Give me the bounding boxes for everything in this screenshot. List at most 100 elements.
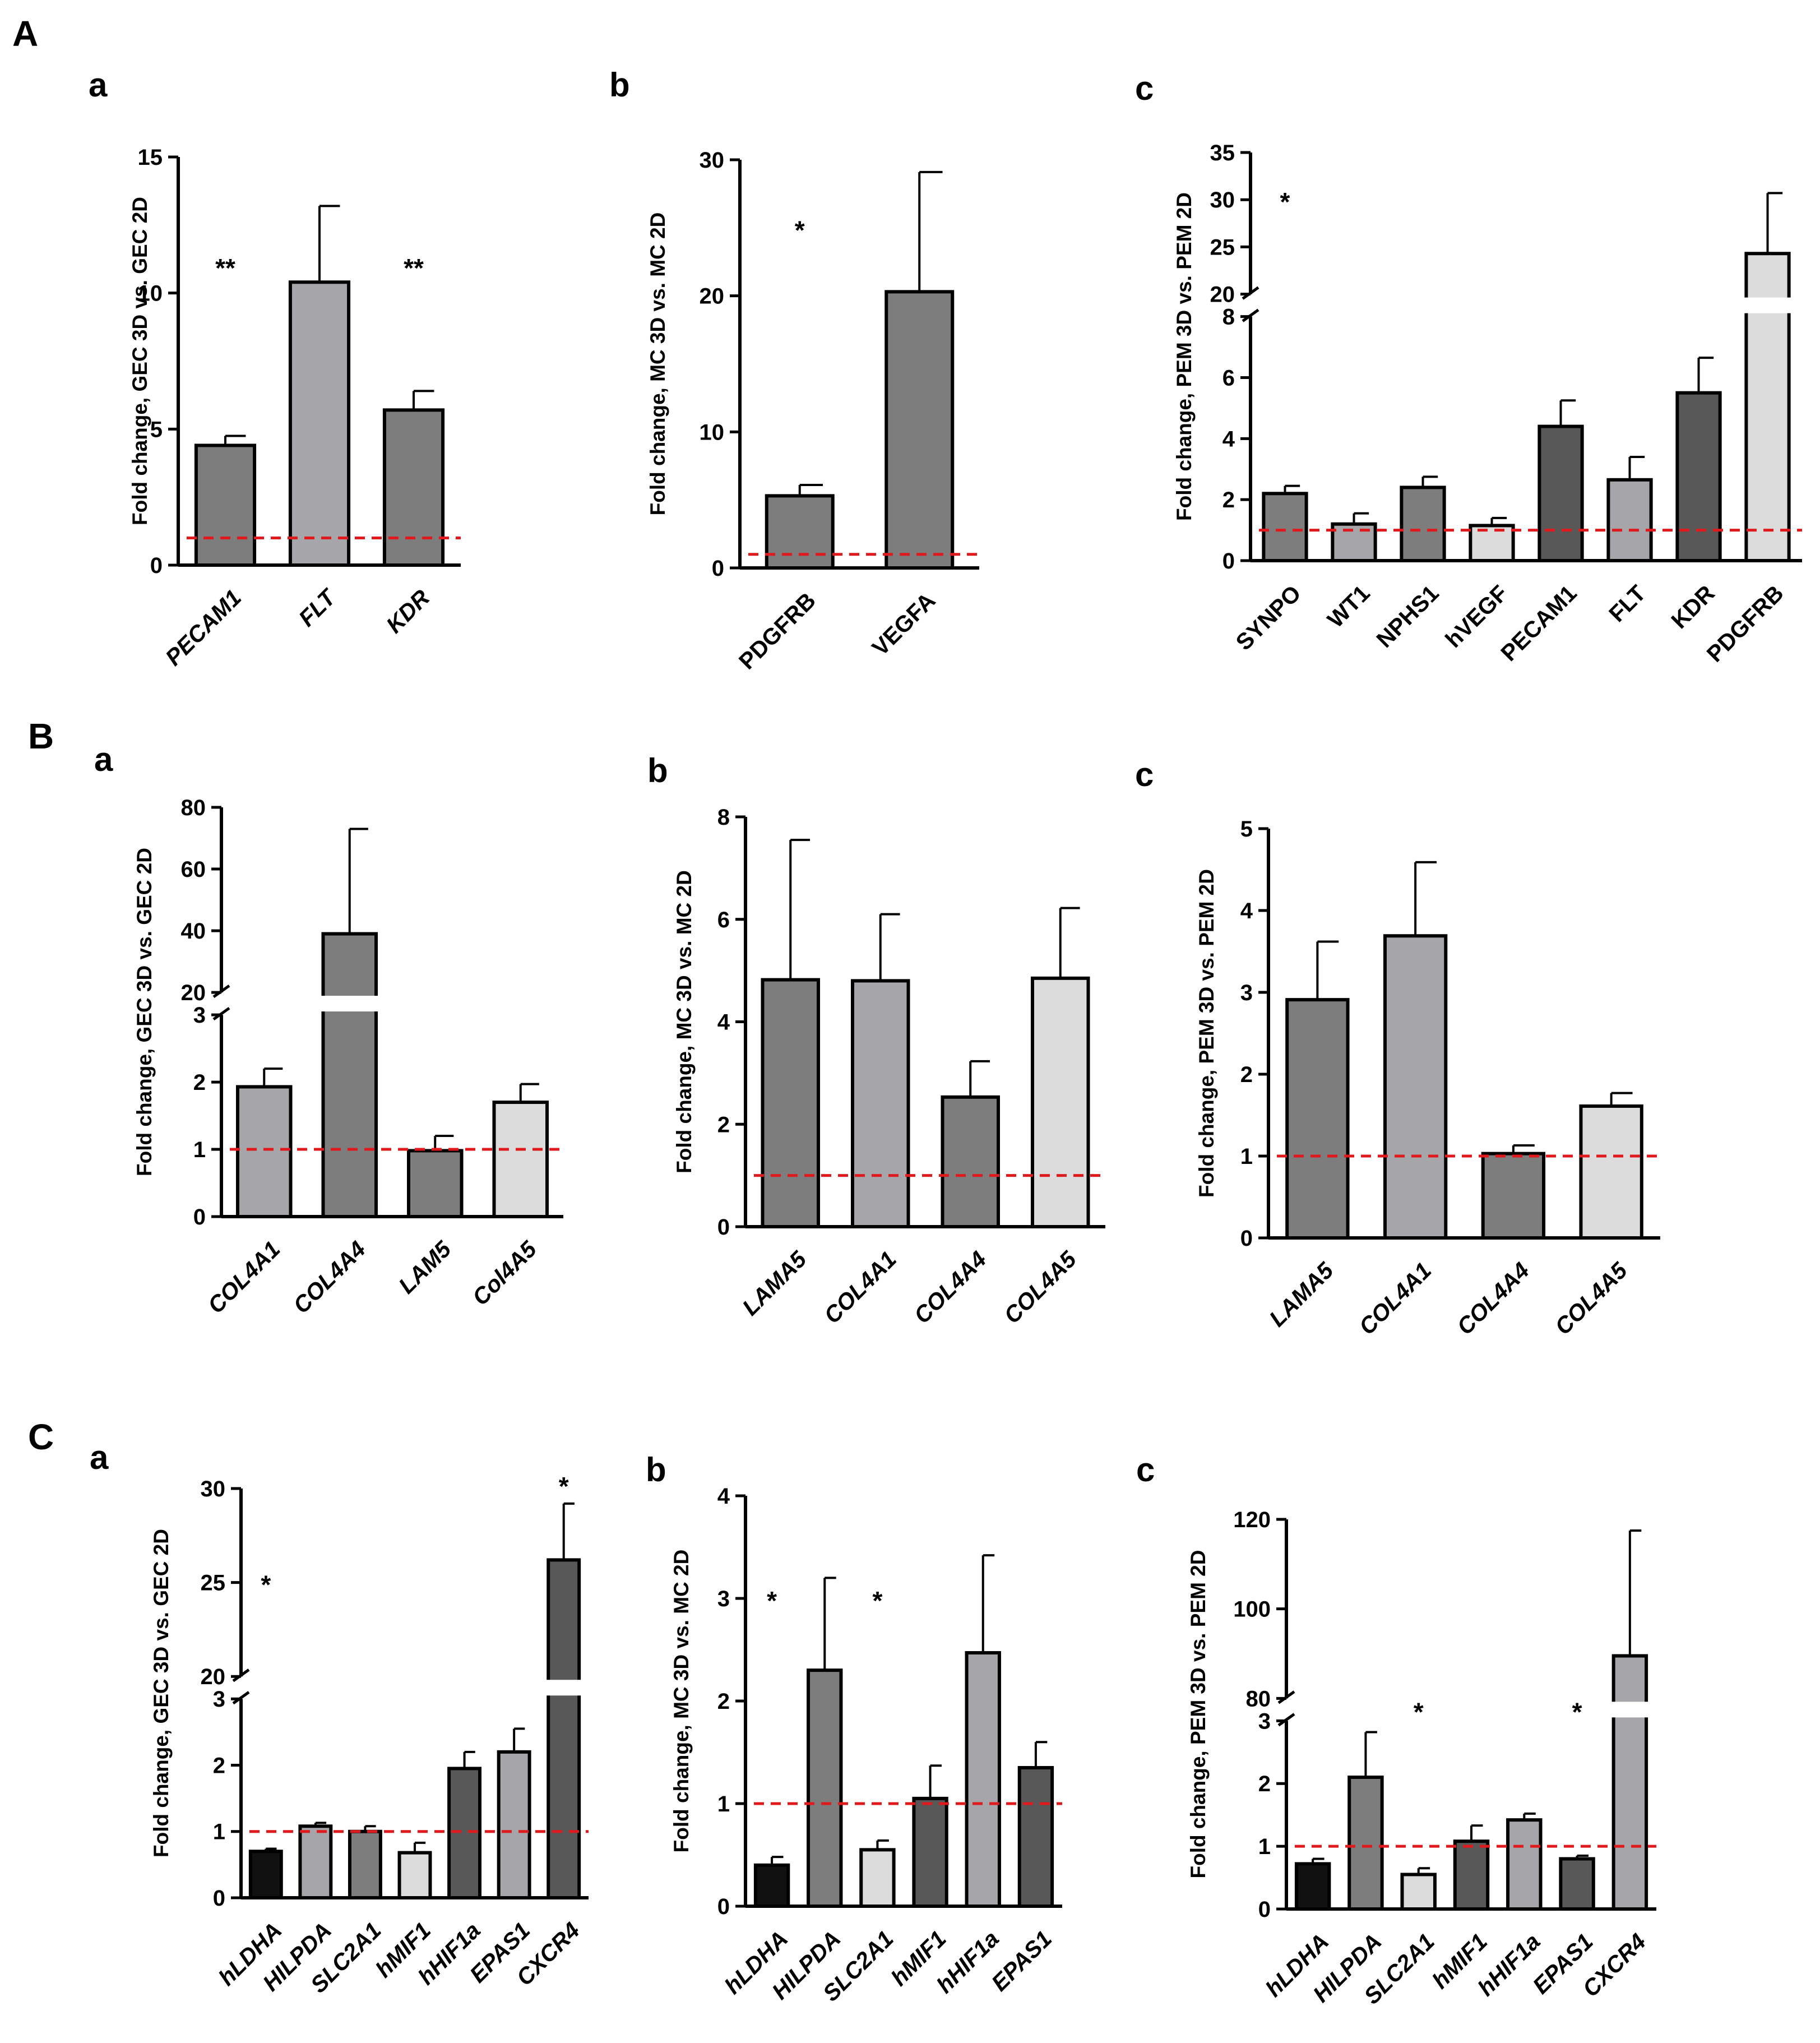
y-tick-label: 4 <box>717 1484 730 1509</box>
category-label: COL4A1 <box>203 1236 285 1319</box>
y-tick-label: 5 <box>150 417 163 442</box>
y-tick-label: 3 <box>1258 1709 1271 1734</box>
bar-kdr <box>382 408 445 567</box>
bar-col4a4 <box>941 1095 1001 1229</box>
y-tick-label: 10 <box>138 281 163 306</box>
y-tick-label: 30 <box>201 1477 226 1501</box>
bar-cxcr4 <box>1611 1654 1648 1911</box>
y-tick-label: 0 <box>213 1886 225 1911</box>
bar-hilpda <box>1347 1776 1384 1911</box>
bar-hhif1a <box>447 1767 482 1900</box>
y-axis-label: Fold change, PEM 3D vs. PEM 2D <box>1195 869 1218 1198</box>
y-tick-label: 1 <box>1258 1834 1271 1859</box>
y-tick-label: 0 <box>1258 1897 1271 1922</box>
bar-col4a4 <box>1481 1152 1546 1240</box>
bar-hldha <box>753 1863 790 1908</box>
y-tick-label: 0 <box>717 1215 730 1240</box>
y-tick-label: 2 <box>717 1112 730 1137</box>
y-axis-label: Fold change, PEM 3D vs. PEM 2D <box>1173 192 1196 521</box>
panel-letter: b <box>609 66 630 104</box>
panel-letter: c <box>1135 70 1154 107</box>
category-label: EPAS1 <box>987 1926 1057 1996</box>
category-label: LAMA5 <box>1264 1257 1339 1332</box>
category-label: FLT <box>294 584 342 632</box>
significance-marker: * <box>261 1570 271 1600</box>
bar-col4a5 <box>1030 976 1090 1229</box>
y-tick-label: 5 <box>1240 817 1253 842</box>
bar-epas1 <box>1559 1857 1595 1911</box>
y-tick-label: 0 <box>150 553 163 578</box>
section-label-a: A <box>12 13 38 54</box>
bar-col4a1 <box>850 979 910 1229</box>
y-tick-label: 35 <box>1210 141 1235 165</box>
bar-slc2a1 <box>1400 1873 1437 1911</box>
category-label: PECAM1 <box>1495 580 1581 666</box>
bar-slc2a1 <box>348 1829 382 1899</box>
y-tick-label: 1 <box>213 1820 225 1845</box>
y-tick-label: 100 <box>1233 1597 1271 1622</box>
chart-a-a: a Fold change, GEC 3D vs. GEC 2D ** PECAM1 F… <box>89 66 461 671</box>
y-tick-label: 1 <box>717 1792 730 1816</box>
bar-hldha <box>1294 1862 1331 1911</box>
bar-break-gap <box>1743 297 1793 313</box>
y-axis-label: Fold change, GEC 3D vs. GEC 2D <box>133 848 156 1176</box>
y-tick-label: 0 <box>1222 549 1235 574</box>
category-label: KDR <box>1666 580 1719 634</box>
category-label: PDGFRB <box>1702 580 1789 667</box>
y-tick-label: 6 <box>1222 366 1235 390</box>
y-tick-label: 25 <box>1210 235 1235 260</box>
y-tick-label: 4 <box>717 1010 730 1035</box>
bar-synpo <box>1262 492 1308 562</box>
category-label: Col4A5 <box>467 1236 542 1310</box>
panel-letter: c <box>1136 1451 1155 1489</box>
category-label: NPHS1 <box>1372 580 1444 653</box>
category-label: FLT <box>1604 580 1651 627</box>
y-tick-label: 30 <box>1210 188 1235 212</box>
y-tick-label: 3 <box>193 1003 206 1028</box>
significance-marker: * <box>872 1586 882 1615</box>
bar-break-gap <box>545 1680 583 1696</box>
bar-nphs1 <box>1400 486 1446 562</box>
y-tick-label: 0 <box>193 1205 206 1230</box>
bar-break-gap <box>1610 1702 1650 1718</box>
y-axis-label: Fold change, MC 3D vs. MC 2D <box>646 212 669 516</box>
y-tick-label: 25 <box>201 1571 226 1596</box>
bar-pdgfrb <box>765 494 835 570</box>
bar-kdr <box>1675 391 1722 562</box>
significance-marker: * <box>1280 187 1290 216</box>
y-tick-label: 8 <box>717 805 730 830</box>
y-tick-label: 3 <box>1240 981 1253 1005</box>
y-tick-label: 120 <box>1233 1508 1271 1532</box>
y-tick-label: 20 <box>181 981 206 1005</box>
bar-hilpda <box>298 1824 333 1900</box>
y-tick-label: 20 <box>700 284 725 309</box>
bar-hilpda <box>807 1668 843 1908</box>
y-tick-label: 2 <box>193 1070 206 1095</box>
bar-slc2a1 <box>859 1848 896 1908</box>
y-tick-label: 8 <box>1222 305 1235 330</box>
bar-hmif1 <box>1453 1839 1490 1911</box>
bar-hldha <box>248 1850 283 1900</box>
y-axis-label: Fold change, MC 3D vs. MC 2D <box>673 870 696 1173</box>
bar-col4a5 <box>1579 1104 1643 1240</box>
y-tick-label: 4 <box>1222 427 1235 451</box>
bar-flt <box>1606 478 1653 562</box>
significance-marker: * <box>1572 1697 1582 1726</box>
y-tick-label: 40 <box>181 919 206 944</box>
significance-marker: * <box>767 1586 777 1615</box>
significance-marker: ** <box>215 253 235 283</box>
bar-hmif1 <box>397 1851 432 1900</box>
bar-hhif1a <box>965 1651 1001 1908</box>
y-tick-label: 30 <box>700 148 725 173</box>
y-axis-label: Fold change, PEM 3D vs. PEM 2D <box>1187 1550 1210 1879</box>
panel-letter: b <box>647 752 668 789</box>
significance-marker: ** <box>404 253 424 283</box>
y-tick-label: 0 <box>717 1894 730 1919</box>
bar-epas1 <box>497 1750 531 1899</box>
category-label: COL4A5 <box>1550 1257 1633 1340</box>
bar-cxcr4 <box>547 1558 581 1899</box>
bar-col4a1 <box>235 1085 293 1219</box>
